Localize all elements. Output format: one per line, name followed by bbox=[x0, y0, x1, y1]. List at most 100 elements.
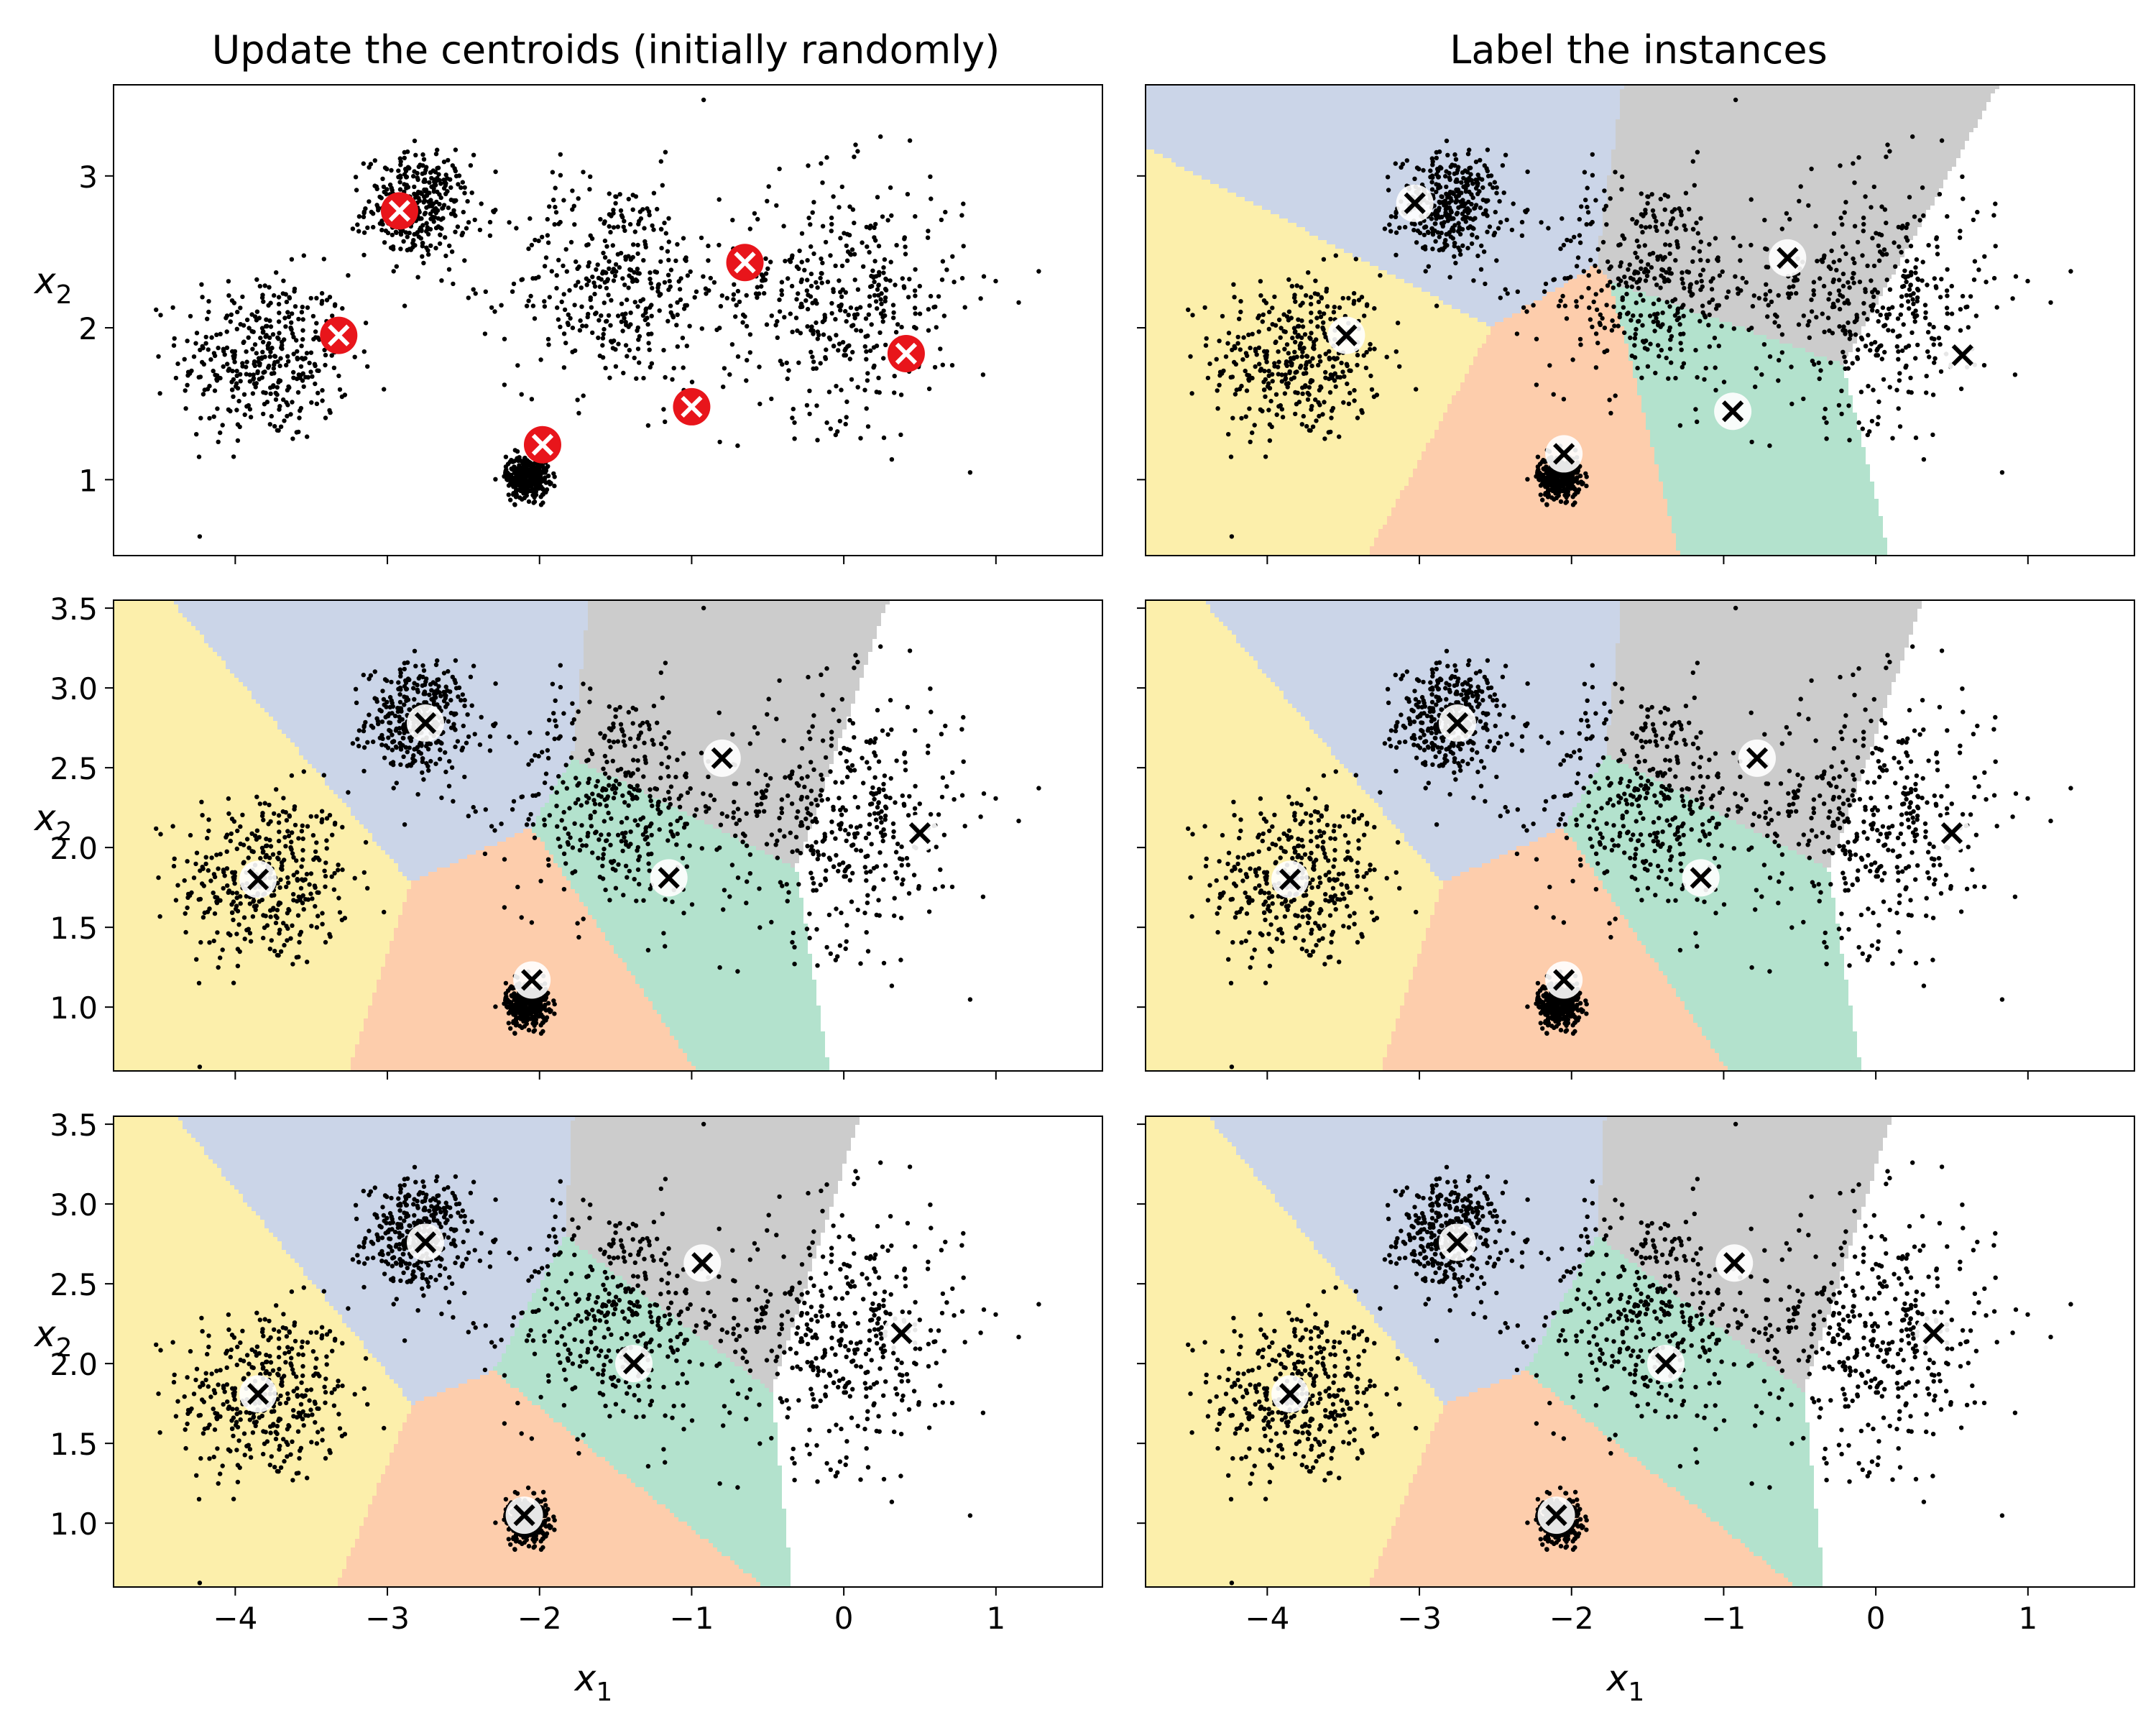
y-axis-label: x2 bbox=[33, 260, 73, 310]
region-cell bbox=[1590, 266, 1598, 270]
region-cell bbox=[114, 962, 385, 967]
region-cell bbox=[575, 734, 842, 738]
data-point bbox=[413, 152, 418, 157]
region-cell bbox=[385, 850, 476, 855]
data-point bbox=[432, 179, 437, 185]
data-point bbox=[507, 220, 512, 225]
data-point bbox=[264, 400, 270, 405]
data-point bbox=[1608, 410, 1613, 415]
region-cell bbox=[773, 855, 799, 859]
data-point bbox=[185, 905, 190, 911]
data-point bbox=[275, 952, 280, 958]
data-point bbox=[456, 173, 462, 178]
data-point bbox=[1595, 341, 1600, 346]
region-cell bbox=[756, 846, 803, 850]
data-point bbox=[604, 285, 609, 291]
data-point bbox=[252, 342, 258, 347]
data-point bbox=[950, 254, 955, 259]
data-point bbox=[1678, 209, 1684, 214]
region-cell bbox=[1426, 447, 1654, 451]
data-point bbox=[229, 910, 235, 916]
data-point bbox=[290, 400, 295, 405]
data-point bbox=[1462, 168, 1468, 173]
data-point bbox=[811, 331, 816, 336]
data-point bbox=[205, 316, 210, 321]
data-point bbox=[1705, 258, 1710, 263]
data-point bbox=[1639, 259, 1644, 264]
data-point bbox=[493, 477, 498, 482]
data-point bbox=[1310, 424, 1316, 429]
data-point bbox=[295, 390, 301, 395]
region-cell bbox=[114, 820, 359, 824]
data-point bbox=[1586, 285, 1591, 291]
data-point bbox=[336, 896, 341, 901]
region-cell bbox=[114, 906, 402, 911]
data-point bbox=[572, 303, 577, 308]
data-point bbox=[538, 502, 544, 507]
region-cell bbox=[1430, 292, 1547, 296]
data-point bbox=[1228, 454, 1234, 459]
data-point bbox=[1984, 280, 1989, 285]
region-cell bbox=[114, 622, 191, 626]
region-cell bbox=[1146, 546, 1370, 551]
data-point bbox=[1352, 298, 1357, 304]
data-point bbox=[863, 316, 869, 321]
data-point bbox=[632, 355, 637, 361]
data-point bbox=[1593, 365, 1599, 370]
y-tick-label: 2 bbox=[78, 311, 98, 346]
data-point bbox=[631, 242, 636, 247]
data-point bbox=[234, 846, 239, 852]
data-point bbox=[1611, 304, 1616, 309]
data-point bbox=[637, 360, 642, 365]
data-point bbox=[1307, 359, 1312, 364]
data-point bbox=[1324, 286, 1330, 292]
data-point bbox=[1899, 249, 1904, 255]
data-point bbox=[314, 295, 319, 300]
data-point bbox=[718, 303, 724, 309]
data-point bbox=[1921, 213, 1926, 218]
data-point bbox=[1205, 375, 1211, 381]
data-point bbox=[300, 304, 305, 310]
region-cell bbox=[1607, 180, 1943, 184]
data-point bbox=[704, 291, 709, 296]
data-point bbox=[1875, 346, 1880, 351]
region-cell bbox=[364, 824, 532, 829]
region-cell bbox=[1672, 516, 1883, 520]
data-point bbox=[1632, 343, 1637, 348]
region-cell bbox=[592, 915, 803, 919]
data-point bbox=[1848, 332, 1853, 338]
data-point bbox=[282, 834, 287, 840]
data-point bbox=[235, 828, 240, 834]
data-point bbox=[424, 221, 429, 226]
data-point bbox=[683, 255, 688, 260]
data-point bbox=[1581, 269, 1586, 274]
data-point bbox=[613, 262, 619, 267]
data-point bbox=[1434, 150, 1439, 155]
data-point bbox=[520, 485, 526, 491]
data-point bbox=[1884, 252, 1889, 257]
data-point bbox=[684, 344, 689, 349]
data-point bbox=[1861, 300, 1866, 306]
data-point bbox=[1944, 305, 1950, 310]
region-cell bbox=[114, 945, 390, 949]
data-point bbox=[1421, 167, 1426, 173]
data-point bbox=[1386, 188, 1391, 193]
data-point bbox=[785, 376, 790, 382]
region-cell bbox=[114, 686, 247, 691]
region-cell bbox=[1146, 275, 1396, 279]
data-point bbox=[1843, 200, 1848, 205]
data-point bbox=[543, 489, 548, 494]
data-point bbox=[1624, 291, 1629, 297]
region-cell bbox=[1754, 331, 1861, 335]
data-point bbox=[1698, 239, 1703, 244]
data-point bbox=[1283, 372, 1288, 377]
data-point bbox=[604, 278, 609, 284]
data-point bbox=[1537, 461, 1543, 466]
data-point bbox=[430, 168, 436, 173]
data-point bbox=[1278, 335, 1283, 340]
data-point bbox=[1332, 304, 1337, 310]
data-point bbox=[247, 931, 253, 936]
data-point bbox=[1475, 235, 1480, 240]
data-point bbox=[277, 900, 282, 906]
region-cell bbox=[1146, 257, 1361, 262]
